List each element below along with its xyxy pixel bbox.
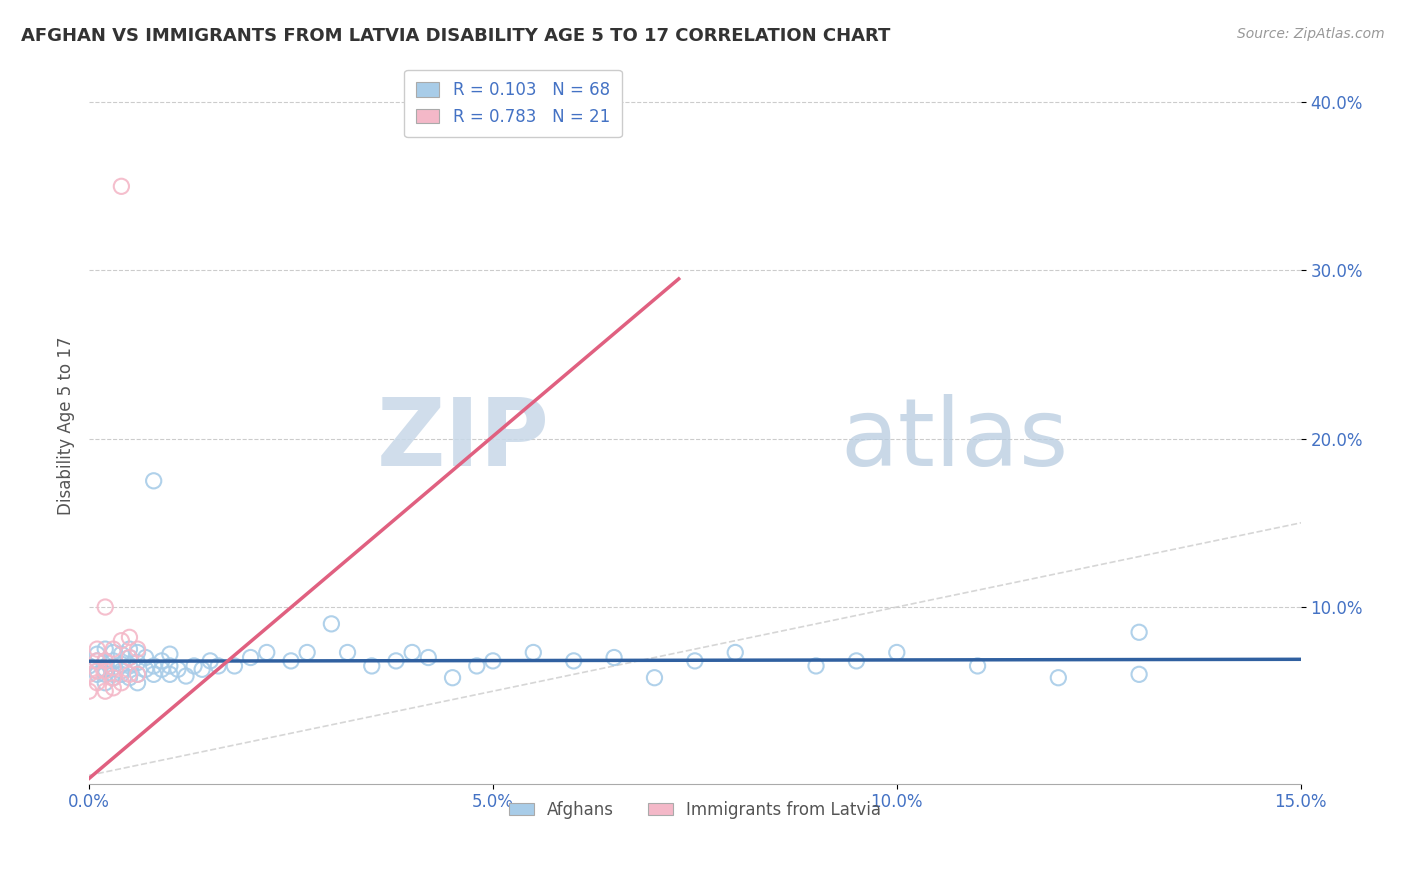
Point: [118, 642, 141, 657]
Point: [118, 667, 141, 681]
Point: [103, 681, 125, 695]
Point: [1047, 671, 1070, 685]
Point: [966, 659, 988, 673]
Point: [191, 662, 214, 676]
Point: [603, 650, 626, 665]
Text: Source: ZipAtlas.com: Source: ZipAtlas.com: [1237, 27, 1385, 41]
Point: [94, 662, 117, 676]
Point: [150, 662, 173, 676]
Point: [86, 664, 108, 678]
Point: [86, 647, 108, 661]
Text: AFGHAN VS IMMIGRANTS FROM LATVIA DISABILITY AGE 5 TO 17 CORRELATION CHART: AFGHAN VS IMMIGRANTS FROM LATVIA DISABIL…: [21, 27, 890, 45]
Point: [127, 642, 149, 657]
Point: [118, 650, 141, 665]
Point: [200, 654, 222, 668]
Point: [110, 647, 132, 661]
Point: [94, 667, 117, 681]
Point: [86, 664, 108, 678]
Point: [183, 659, 205, 673]
Point: [118, 671, 141, 685]
Point: [159, 667, 181, 681]
Point: [127, 675, 149, 690]
Text: ZIP: ZIP: [377, 394, 550, 486]
Point: [127, 645, 149, 659]
Point: [94, 675, 117, 690]
Y-axis label: Disability Age 5 to 17: Disability Age 5 to 17: [58, 337, 75, 516]
Point: [94, 600, 117, 615]
Point: [86, 654, 108, 668]
Point: [159, 647, 181, 661]
Point: [94, 654, 117, 668]
Point: [127, 667, 149, 681]
Point: [418, 650, 440, 665]
Point: [562, 654, 585, 668]
Point: [465, 659, 488, 673]
Point: [94, 642, 117, 657]
Point: [110, 675, 132, 690]
Point: [103, 660, 125, 674]
Point: [142, 474, 165, 488]
Point: [86, 654, 108, 668]
Point: [239, 650, 262, 665]
Point: [336, 645, 359, 659]
Point: [103, 654, 125, 668]
Point: [118, 659, 141, 673]
Point: [103, 671, 125, 685]
Point: [127, 667, 149, 681]
Point: [142, 659, 165, 673]
Point: [94, 654, 117, 668]
Point: [724, 645, 747, 659]
Point: [77, 667, 100, 681]
Point: [845, 654, 868, 668]
Point: [643, 671, 665, 685]
Point: [103, 671, 125, 685]
Point: [77, 659, 100, 673]
Point: [118, 650, 141, 665]
Text: atlas: atlas: [841, 394, 1069, 486]
Point: [321, 616, 343, 631]
Point: [86, 675, 108, 690]
Point: [110, 633, 132, 648]
Point: [110, 667, 132, 681]
Point: [441, 671, 464, 685]
Point: [167, 662, 190, 676]
Point: [256, 645, 278, 659]
Point: [103, 667, 125, 681]
Point: [86, 642, 108, 657]
Point: [94, 664, 117, 678]
Point: [683, 654, 706, 668]
Point: [159, 659, 181, 673]
Point: [110, 664, 132, 678]
Point: [103, 642, 125, 657]
Point: [77, 684, 100, 698]
Point: [86, 667, 108, 681]
Point: [127, 656, 149, 670]
Point: [110, 657, 132, 672]
Point: [224, 659, 246, 673]
Point: [103, 660, 125, 674]
Point: [1128, 625, 1150, 640]
Point: [401, 645, 423, 659]
Point: [280, 654, 302, 668]
Point: [150, 654, 173, 668]
Point: [94, 684, 117, 698]
Point: [886, 645, 908, 659]
Point: [360, 659, 382, 673]
Point: [110, 179, 132, 194]
Point: [522, 645, 544, 659]
Point: [174, 669, 197, 683]
Point: [295, 645, 318, 659]
Point: [103, 645, 125, 659]
Point: [142, 667, 165, 681]
Legend: Afghans, Immigrants from Latvia: Afghans, Immigrants from Latvia: [502, 794, 887, 825]
Point: [135, 662, 157, 676]
Point: [118, 630, 141, 644]
Point: [385, 654, 408, 668]
Point: [135, 650, 157, 665]
Point: [1128, 667, 1150, 681]
Point: [482, 654, 505, 668]
Point: [207, 659, 229, 673]
Point: [804, 659, 827, 673]
